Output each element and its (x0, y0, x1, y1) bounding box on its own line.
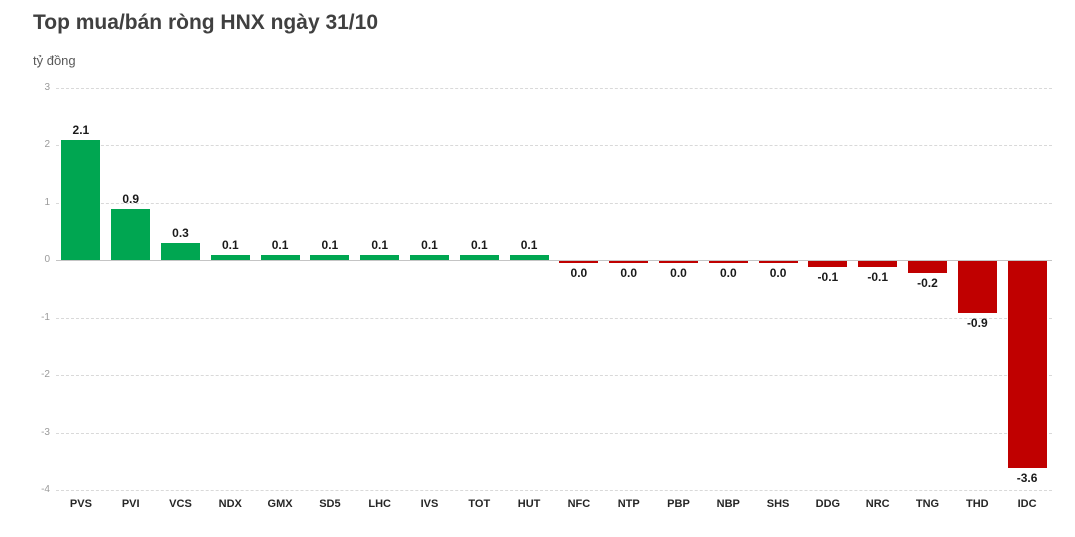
plot-area: 3 2 1 0 -1 -2 -3 -4 2.1 PVS 0.9 PVI 0.3 VCS 0.1 NDX 0.1 G… (41, 82, 1052, 510)
bar-value-label-NRC: -0.1 (867, 270, 889, 285)
bar-TNG (908, 261, 947, 273)
gridline (56, 375, 1052, 377)
gridline (56, 88, 1052, 89)
bar-value-label-DDG: -0.1 (817, 270, 839, 285)
gridline (56, 145, 1052, 147)
gridline (56, 317, 1052, 319)
chart-unit-label: tỷ đồng (33, 53, 76, 68)
bar-IVS (410, 254, 449, 261)
y-tick-label: -3 (41, 426, 50, 438)
y-tick-label: 1 (44, 196, 50, 208)
bar-TOT (459, 254, 499, 261)
bar-PVI (111, 208, 151, 261)
category-label-NTP: NTP (617, 498, 640, 510)
category-label-THD: THD (965, 498, 989, 510)
category-label-NFC: NFC (567, 498, 591, 510)
y-tick-label: -2 (41, 369, 50, 381)
bar-value-label-IDC: -3.6 (1016, 471, 1038, 486)
bar-value-label-SHS: 0.0 (769, 266, 787, 281)
category-label-GMX: GMX (267, 498, 293, 510)
bar-NBP (708, 261, 748, 264)
bar-value-label-PBP: 0.0 (670, 266, 687, 281)
bar-VCS (161, 243, 200, 261)
category-label-NBP: NBP (716, 498, 740, 510)
bar-NTP (609, 261, 649, 264)
y-tick-label: -1 (41, 311, 50, 323)
bar-HUT (509, 254, 549, 261)
bar-value-label-SD5: 0.1 (321, 237, 339, 252)
gridline (56, 202, 1052, 204)
bar-value-label-PVI: 0.9 (122, 191, 140, 206)
bar-SHS (758, 261, 798, 264)
category-label-SD5: SD5 (319, 498, 341, 510)
bar-value-label-IVS: 0.1 (421, 237, 438, 252)
category-label-TOT: TOT (468, 498, 491, 510)
chart-title: Top mua/bán ròng HNX ngày 31/10 (33, 11, 379, 34)
category-label-IVS: IVS (420, 498, 439, 510)
bar-value-label-NFC: 0.0 (570, 266, 588, 281)
bar-value-label-NBP: 0.0 (719, 266, 737, 281)
bar-PBP (659, 261, 698, 264)
category-label-NDX: NDX (218, 498, 242, 510)
bar-value-label-THD: -0.9 (966, 315, 988, 330)
bar-value-label-PVS: 2.1 (72, 122, 90, 137)
bar-value-label-TNG: -0.2 (917, 275, 938, 290)
bar-DDG (808, 261, 848, 268)
bar-IDC (1007, 261, 1047, 469)
bar-value-label-GMX: 0.1 (271, 237, 289, 252)
bar-value-label-HUT: 0.1 (520, 237, 538, 252)
y-tick-label: 0 (44, 254, 50, 266)
bar-value-label-TOT: 0.1 (470, 237, 488, 252)
category-label-PVI: PVI (121, 498, 140, 510)
category-label-TNG: TNG (915, 498, 940, 510)
category-label-HUT: HUT (517, 498, 541, 510)
category-label-PBP: PBP (667, 498, 690, 510)
category-label-DDG: DDG (815, 498, 841, 510)
gridline (56, 432, 1052, 434)
category-label-LHC: LHC (368, 498, 391, 510)
bar-NRC (858, 261, 898, 268)
category-label-VCS: VCS (169, 498, 192, 510)
category-label-IDC: IDC (1017, 498, 1037, 510)
gridline (56, 490, 1052, 491)
bar-SD5 (310, 254, 350, 261)
category-label-SHS: SHS (766, 498, 790, 510)
bar-LHC (360, 254, 400, 261)
y-tick-label: 3 (44, 82, 50, 93)
zero-axis-line (56, 260, 1052, 262)
bar-PVS (61, 139, 101, 261)
bar-NFC (559, 261, 599, 264)
bar-value-label-NTP: 0.0 (620, 266, 638, 281)
bar-value-label-LHC: 0.1 (371, 237, 389, 252)
y-tick-label: 2 (44, 139, 50, 151)
bar-GMX (260, 254, 300, 261)
bar-value-label-VCS: 0.3 (172, 226, 189, 241)
category-label-PVS: PVS (69, 498, 92, 510)
bar-THD (957, 261, 997, 313)
bar-NDX (210, 254, 250, 261)
bar-value-label-NDX: 0.1 (221, 237, 239, 252)
category-label-NRC: NRC (865, 498, 890, 510)
y-tick-label: -4 (41, 484, 50, 495)
